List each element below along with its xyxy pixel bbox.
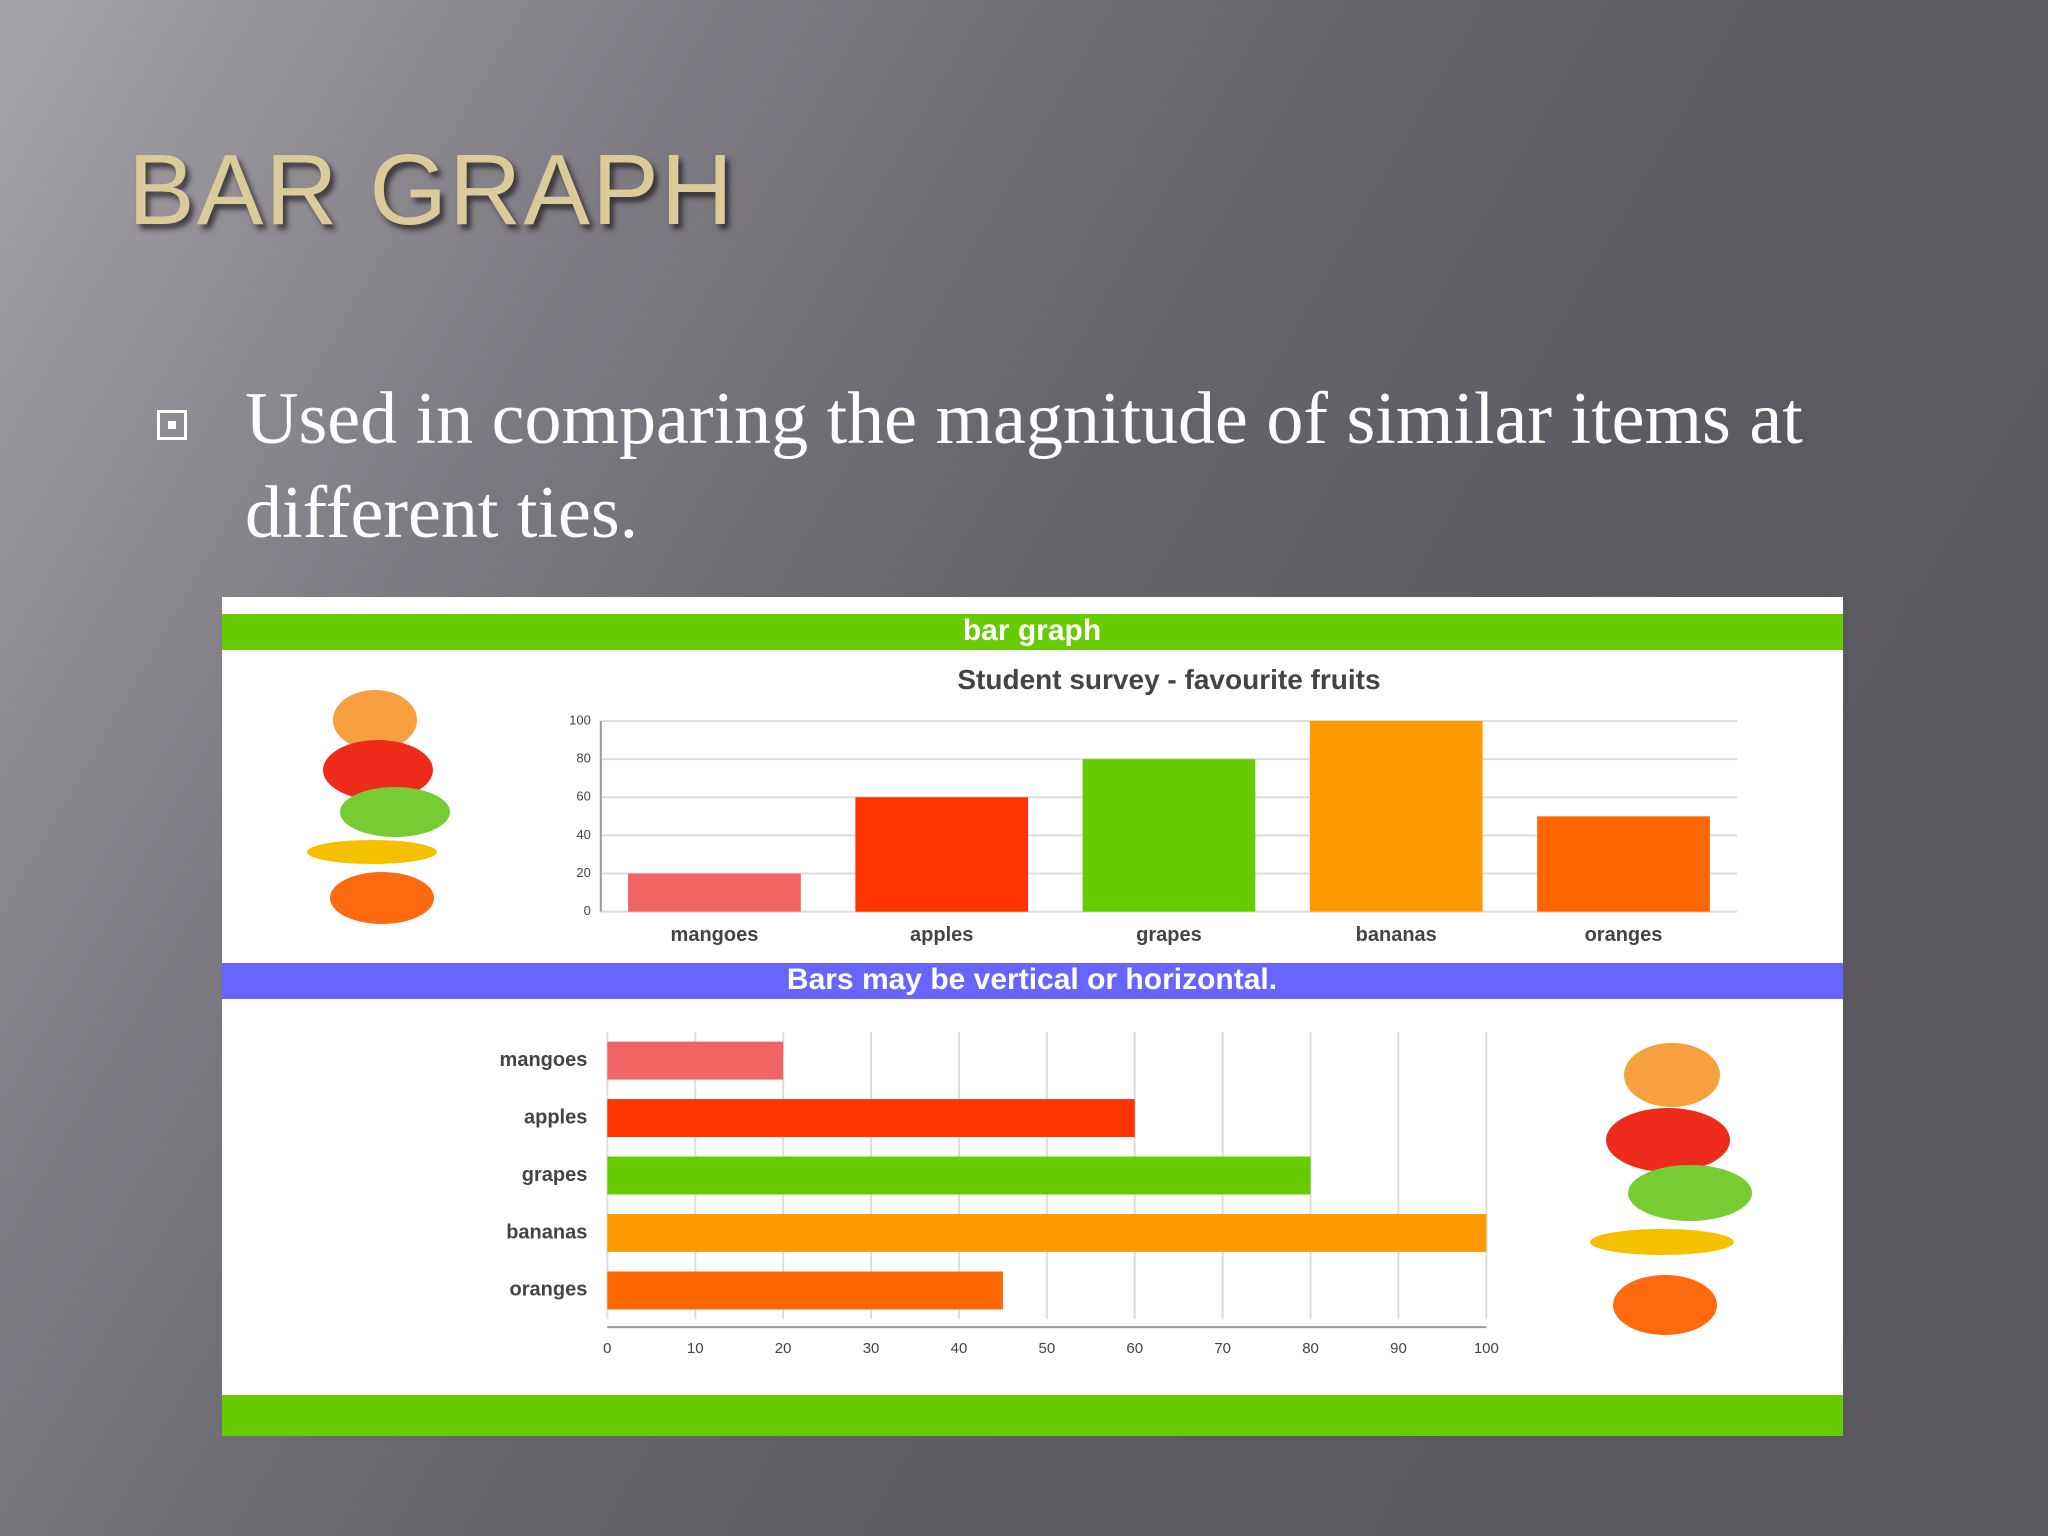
bar (1537, 816, 1710, 912)
x-tick-label: 30 (863, 1340, 880, 1357)
bullet-text: Used in comparing the magnitude of simil… (245, 378, 1803, 554)
bar (607, 1156, 1311, 1195)
x-tick-label: 60 (1126, 1340, 1143, 1357)
x-tick-label: oranges (1585, 924, 1663, 946)
image-background (222, 597, 1843, 1436)
y-tick-label: 0 (584, 903, 591, 918)
y-tick-label: apples (524, 1106, 587, 1128)
x-tick-label: 20 (775, 1340, 792, 1357)
x-tick-label: 70 (1214, 1340, 1231, 1357)
x-tick-label: 10 (687, 1340, 704, 1357)
x-tick-label: grapes (1136, 924, 1202, 946)
bar (1082, 759, 1256, 912)
y-tick-label: 80 (576, 751, 590, 766)
x-tick-label: 80 (1302, 1340, 1319, 1357)
bullet-icon (157, 410, 187, 440)
x-tick-label: mangoes (671, 924, 759, 946)
image-header: bar graph (963, 614, 1101, 647)
image-caption: Bars may be vertical or horizontal. (787, 963, 1277, 996)
x-tick-label: 90 (1390, 1340, 1407, 1357)
y-tick-label: grapes (522, 1164, 588, 1186)
x-tick-label: 40 (951, 1340, 968, 1357)
x-tick-label: apples (910, 924, 973, 946)
x-tick-label: 100 (1474, 1340, 1499, 1357)
y-tick-label: 100 (569, 712, 591, 727)
bar (1309, 720, 1483, 912)
bar (855, 797, 1029, 912)
bar (607, 1214, 1487, 1252)
x-tick-label: 0 (603, 1340, 611, 1357)
x-tick-label: 50 (1039, 1340, 1056, 1357)
slide-title: BAR GRAPH (128, 134, 736, 246)
caption-band (222, 963, 1843, 999)
footer-band (222, 1395, 1843, 1436)
y-tick-label: 40 (576, 827, 590, 842)
fruit-illustration (307, 690, 450, 924)
fruit-illustration (1590, 1043, 1752, 1335)
bar (607, 1271, 1003, 1310)
bar (607, 1099, 1135, 1138)
bar (607, 1041, 784, 1080)
y-tick-label: mangoes (500, 1049, 588, 1071)
chart-title: Student survey - favourite fruits (957, 664, 1380, 695)
y-tick-label: 60 (576, 789, 590, 804)
x-tick-label: bananas (1356, 924, 1437, 946)
y-tick-label: bananas (506, 1221, 587, 1243)
y-tick-label: 20 (576, 865, 590, 880)
header-band (222, 614, 1843, 650)
y-tick-label: oranges (510, 1279, 588, 1301)
bar (628, 873, 801, 912)
